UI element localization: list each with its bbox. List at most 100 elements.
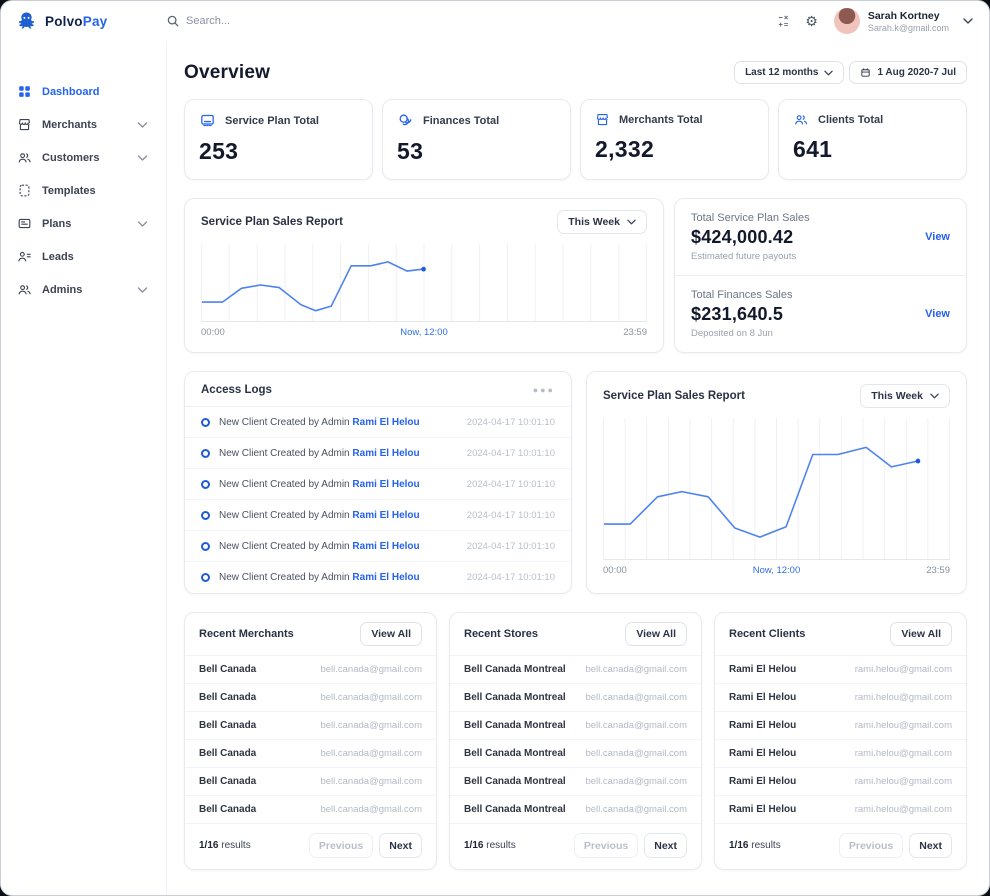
table-row[interactable]: Bell Canada Montreal bell.canada@gmail.co… [450,739,701,767]
table-row[interactable]: Bell Canada bell.canada@gmail.com [185,795,436,823]
view-link[interactable]: View [925,231,950,243]
view-all-button[interactable]: View All [890,622,952,646]
stat-label: Clients Total [818,113,884,126]
chevron-down-icon [135,220,150,227]
row-email: bell.canada@gmail.com [320,804,422,815]
access-logs-list: New Client Created by Admin Rami El Helo… [185,407,571,593]
stat-value: 641 [793,136,833,162]
calendar-icon [861,68,871,77]
table-row[interactable]: Rami El Helou rami.helou@gmail.com [715,683,966,711]
row-name: Bell Canada Montreal [464,804,566,815]
table-row[interactable]: Rami El Helou rami.helou@gmail.com [715,711,966,739]
chart-title: Service Plan Sales Report [603,390,745,402]
access-logs-card: Access Logs ●●● New Client Created by Ad… [184,371,572,594]
table-row[interactable]: Bell Canada bell.canada@gmail.com [185,739,436,767]
view-all-button[interactable]: View All [625,622,687,646]
row-email: bell.canada@gmail.com [320,748,422,759]
row-name: Bell Canada [199,804,257,815]
table-row[interactable]: Rami El Helou rami.helou@gmail.com [715,767,966,795]
row-email: bell.canada@gmail.com [320,692,422,703]
previous-button[interactable]: Previous [308,833,374,858]
table-footer: 1/16 results Previous Next [450,823,701,869]
sidebar-item-dashboard[interactable]: Dashboard [1,75,166,108]
table-row[interactable]: Bell Canada bell.canada@gmail.com [185,711,436,739]
sidebar-item-leads[interactable]: Leads [1,240,166,273]
storefront-icon [17,117,32,132]
next-button[interactable]: Next [909,833,952,858]
table-row[interactable]: Bell Canada Montreal bell.canada@gmail.co… [450,655,701,683]
range-select[interactable]: Last 12 months [734,61,845,84]
log-text: New Client Created by Admin Rami El Helo… [219,416,420,428]
search-input[interactable] [186,15,356,27]
x-label-start: 00:00 [201,327,225,338]
table-row[interactable]: Rami El Helou rami.helou@gmail.com [715,739,966,767]
results-count: 1/16 results [729,840,781,851]
page-title: Overview [184,61,271,83]
table-row[interactable]: Bell Canada Montreal bell.canada@gmail.co… [450,683,701,711]
row-name: Bell Canada Montreal [464,692,566,703]
row-name: Bell Canada [199,692,257,703]
user-menu[interactable]: Sarah Kortney Sarah.k@gmail.com [833,8,973,34]
gear-icon[interactable]: ⚙ [805,13,818,29]
log-timestamp: 2024-04-17 10:01:10 [466,540,555,552]
sidebar-item-merchants[interactable]: Merchants [1,108,166,141]
chart-period-select[interactable]: This Week [860,384,950,408]
table-row[interactable]: Bell Canada Montreal bell.canada@gmail.co… [450,795,701,823]
user-email: Sarah.k@gmail.com [867,22,949,33]
view-all-button[interactable]: View All [360,622,422,646]
admin-name-link[interactable]: Rami El Helou [352,540,420,552]
main-content: Overview Last 12 months 1 Aug 2020-7 Jul… [168,41,989,870]
date-range-picker[interactable]: 1 Aug 2020-7 Jul [849,61,967,84]
brand-logo[interactable]: PolvoPay [15,10,167,33]
results-count: 1/16 results [464,840,516,851]
calculator-icon[interactable]: −× += [778,13,790,29]
table-title: Recent Clients [729,628,806,640]
sidebar-item-templates[interactable]: Templates [1,174,166,207]
view-link[interactable]: View [925,308,950,320]
table-row[interactable]: Bell Canada bell.canada@gmail.com [185,683,436,711]
access-logs-title: Access Logs [201,384,272,396]
table-row[interactable]: Bell Canada bell.canada@gmail.com [185,655,436,683]
row-name: Rami El Helou [729,804,797,815]
status-ring-icon [201,510,210,520]
sidebar-item-customers[interactable]: Customers [1,141,166,174]
access-log-row: New Client Created by Admin Rami El Helo… [185,531,571,562]
table-row[interactable]: Bell Canada Montreal bell.canada@gmail.co… [450,767,701,795]
row-name: Bell Canada [199,664,257,675]
table-row[interactable]: Bell Canada bell.canada@gmail.com [185,767,436,795]
total-info: Total Service Plan Sales $424,000.42 Estim… [691,212,810,262]
mid-row: Access Logs ●●● New Client Created by Ad… [184,371,967,594]
next-button[interactable]: Next [644,833,687,858]
octopus-logo-icon [15,10,38,33]
table-row[interactable]: Rami El Helou rami.helou@gmail.com [715,795,966,823]
search-icon [167,15,179,27]
x-label-now: Now, 12:00 [752,565,801,576]
sidebar-nav: Dashboard Merchants Customers Templates Plan… [1,75,166,306]
admin-name-link[interactable]: Rami El Helou [352,416,420,428]
stat-value: 53 [397,138,424,164]
sidebar-item-plans[interactable]: Plans [1,207,166,240]
search-box[interactable] [167,15,387,27]
admin-name-link[interactable]: Rami El Helou [352,478,420,490]
total-label: Total Finances Sales [691,289,793,301]
sidebar-item-admins[interactable]: Admins [1,273,166,306]
ellipsis-menu-icon[interactable]: ●●● [532,385,555,395]
previous-button[interactable]: Previous [573,833,639,858]
admin-name-link[interactable]: Rami El Helou [352,447,420,459]
table-title: Recent Stores [464,628,538,640]
pagination: Previous Next [573,833,687,858]
row-email: bell.canada@gmail.com [585,804,687,815]
admin-name-link[interactable]: Rami El Helou [352,572,420,583]
stat-label: Service Plan Total [225,114,319,127]
range-select-label: Last 12 months [745,67,819,78]
next-button[interactable]: Next [379,833,422,858]
table-row[interactable]: Bell Canada Montreal bell.canada@gmail.co… [450,711,701,739]
chart-period-select[interactable]: This Week [557,210,647,234]
date-range-label: 1 Aug 2020-7 Jul [877,67,956,78]
row-name: Bell Canada Montreal [464,720,566,731]
table-title: Recent Merchants [199,628,294,640]
table-row[interactable]: Rami El Helou rami.helou@gmail.com [715,655,966,683]
admin-name-link[interactable]: Rami El Helou [352,509,420,521]
previous-button[interactable]: Previous [838,833,904,858]
log-text: New Client Created by Admin Rami El Helo… [219,572,420,583]
